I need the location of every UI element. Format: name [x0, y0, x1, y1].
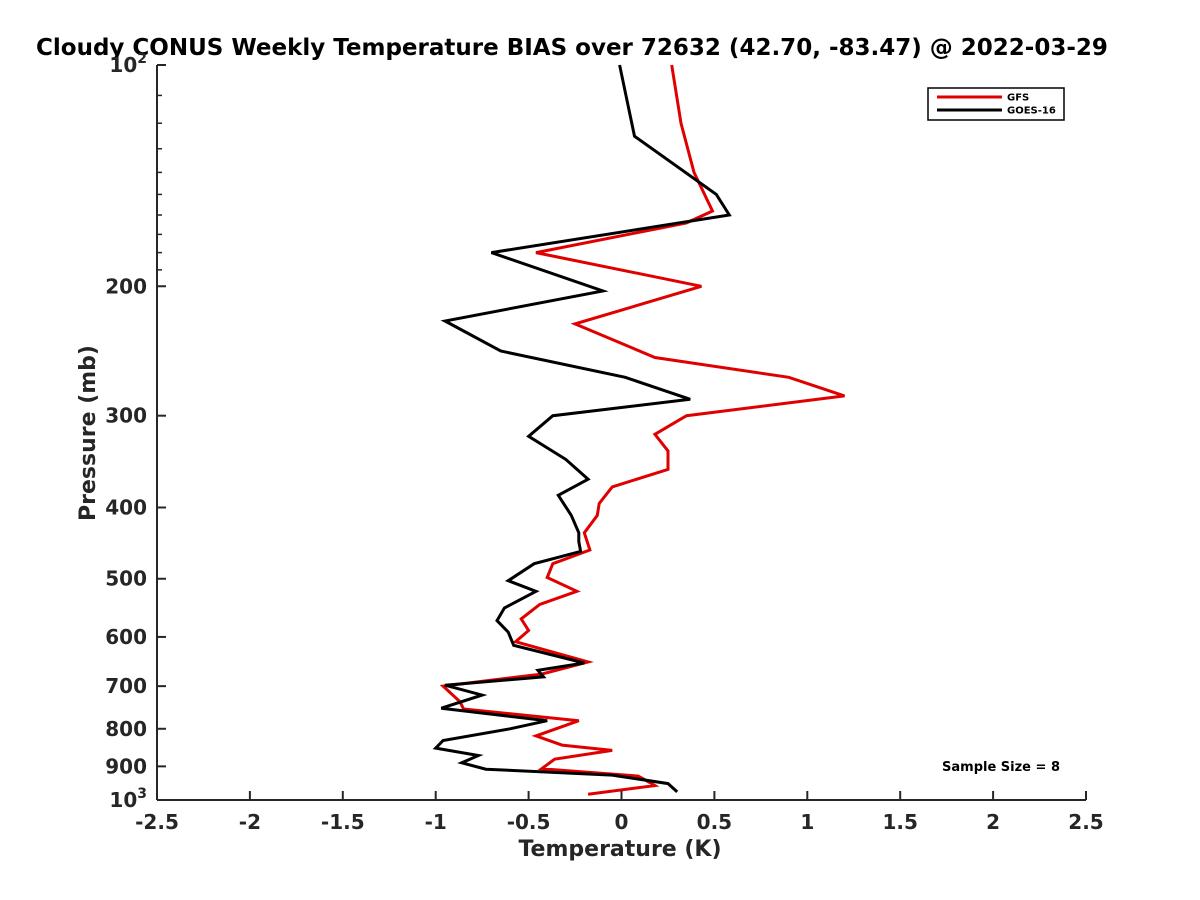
- series-line-goes-16: [432, 64, 732, 794]
- x-tick-label: -2: [239, 810, 261, 834]
- x-axis-label: Temperature (K): [518, 837, 721, 862]
- legend-label: GOES-16: [1007, 106, 1056, 117]
- y-tick-label: 102: [109, 51, 147, 77]
- x-tick-label: 2: [986, 810, 1000, 834]
- y-tick-label: 300: [105, 404, 147, 428]
- x-tick-label: 1: [800, 810, 814, 834]
- y-axis: 102 200 300 400 500 600 700 800 900 103: [105, 51, 166, 812]
- plot-area: [156, 64, 1086, 801]
- x-tick-label: 1.5: [882, 810, 917, 834]
- legend-box: [927, 87, 1065, 121]
- y-tick-label: 400: [105, 496, 147, 520]
- y-axis-label: Pressure (mb): [76, 345, 101, 521]
- x-tick-label: -1.5: [321, 810, 365, 834]
- y-tick-label: 900: [105, 754, 147, 778]
- series-line-gfs: [439, 64, 845, 796]
- x-tick-label: -0.5: [507, 810, 551, 834]
- legend: GFS GOES-16: [927, 87, 1065, 121]
- sample-size-annotation: Sample Size = 8: [942, 760, 1060, 775]
- x-axis: -2.5 -2 -1.5 -1 -0.5 0 0.5 1 1.5 2 2.5: [135, 791, 1104, 834]
- y-tick-label: 700: [105, 674, 147, 698]
- y-tick-label: 103: [109, 786, 147, 812]
- x-tick-label: -2.5: [135, 810, 179, 834]
- legend-label: GFS: [1007, 93, 1029, 104]
- y-tick-label: 200: [105, 274, 147, 298]
- x-tick-label: 0: [615, 810, 629, 834]
- y-tick-label: 800: [105, 717, 147, 741]
- y-tick-label: 600: [105, 625, 147, 649]
- x-tick-label: 0.5: [697, 810, 732, 834]
- x-tick-label: -1: [425, 810, 447, 834]
- y-tick-label: 500: [105, 567, 147, 591]
- x-tick-label: 2.5: [1068, 810, 1103, 834]
- chart-title: Cloudy CONUS Weekly Temperature BIAS ove…: [36, 35, 1108, 61]
